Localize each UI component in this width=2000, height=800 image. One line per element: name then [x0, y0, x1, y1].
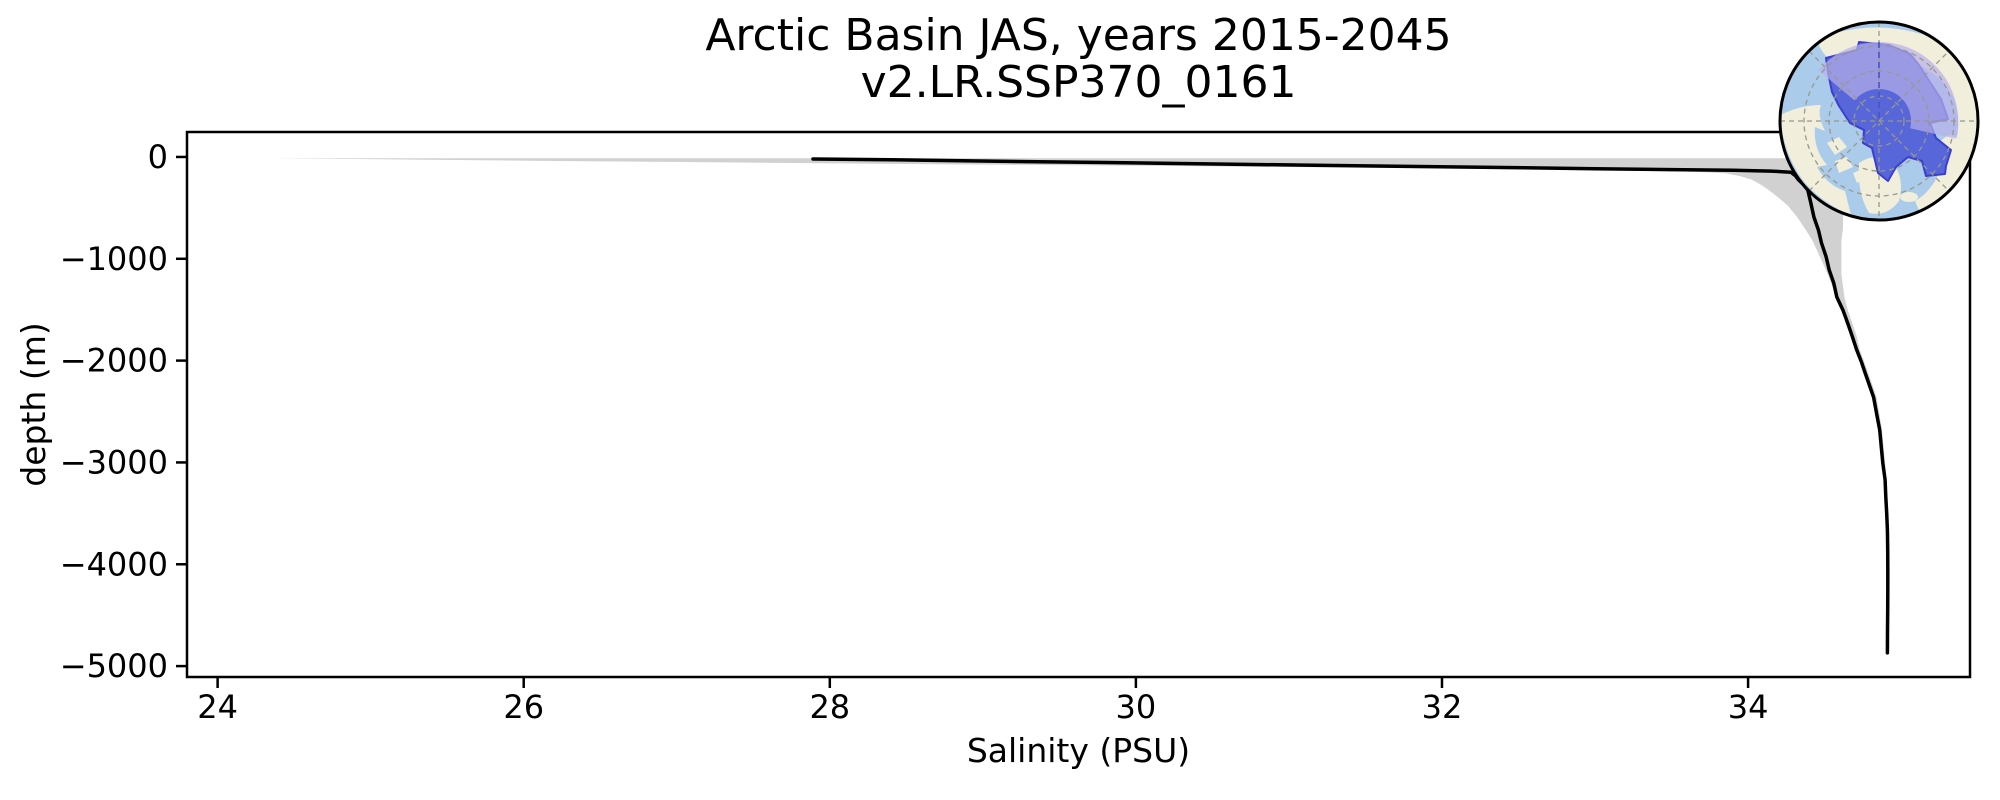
y-tick-label: −5000 [60, 647, 168, 685]
chart-title-line1: Arctic Basin JAS, years 2015-2045 [705, 10, 1452, 61]
y-axis-label: depth (m) [14, 322, 53, 486]
x-axis-label: Salinity (PSU) [967, 731, 1190, 770]
inset-border [1778, 20, 1980, 222]
x-tick-label: 26 [503, 688, 544, 726]
inset-region-overlay [1818, 41, 1959, 139]
x-tick-label: 34 [1728, 688, 1769, 726]
axes-spines [185, 130, 1972, 679]
inset-map-content [1780, 22, 1978, 220]
y-tick-label: −3000 [60, 443, 168, 481]
chart-title: Arctic Basin JAS, years 2015-2045 v2.LR.… [187, 12, 1970, 106]
y-tick-label: −1000 [60, 240, 168, 278]
x-tick-label: 28 [809, 688, 850, 726]
uncertainty-band [271, 158, 1889, 653]
inset-land-eurasia [1817, 27, 1978, 145]
y-tick-label: −2000 [60, 342, 168, 380]
y-tick-label: 0 [148, 138, 168, 176]
inset-land-iceland [1900, 192, 1918, 202]
chart-title-line2: v2.LR.SSP370_0161 [860, 57, 1297, 108]
x-tick-label: 30 [1116, 688, 1157, 726]
mean-profile-line [811, 157, 1890, 655]
arctic-map-inset [1778, 20, 1980, 222]
x-tick-label: 32 [1422, 688, 1463, 726]
y-tick-label: −4000 [60, 545, 168, 583]
x-tick-label: 24 [197, 688, 238, 726]
